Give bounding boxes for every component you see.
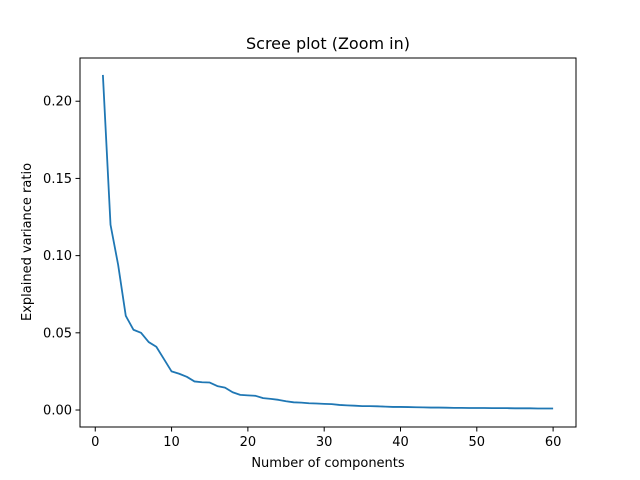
series-line-0 bbox=[101, 74, 554, 410]
axes-frame bbox=[79, 57, 577, 428]
chart-title: Scree plot (Zoom in) bbox=[246, 34, 410, 53]
x-tick-label: 20 bbox=[240, 435, 257, 450]
y-tick-label: 0.20 bbox=[43, 95, 72, 110]
plot-area bbox=[101, 74, 554, 410]
y-tick-label: 0.10 bbox=[43, 249, 72, 264]
x-tick-label: 40 bbox=[392, 435, 409, 450]
x-axis-label: Number of components bbox=[251, 456, 405, 471]
y-tick-label: 0.00 bbox=[43, 404, 72, 419]
x-axis-ticks: 0 10 20 30 40 50 60 bbox=[91, 427, 561, 450]
x-tick-label: 30 bbox=[316, 435, 333, 450]
y-axis-label: Explained variance ratio bbox=[20, 163, 35, 321]
y-tick-label: 0.05 bbox=[43, 326, 72, 341]
x-tick-label: 10 bbox=[163, 435, 180, 450]
y-axis-ticks: 0.00 0.05 0.10 0.15 0.20 bbox=[43, 95, 80, 419]
x-tick-label: 60 bbox=[545, 435, 562, 450]
y-tick-label: 0.15 bbox=[43, 172, 72, 187]
x-tick-label: 50 bbox=[469, 435, 486, 450]
x-tick-label: 0 bbox=[91, 435, 99, 450]
